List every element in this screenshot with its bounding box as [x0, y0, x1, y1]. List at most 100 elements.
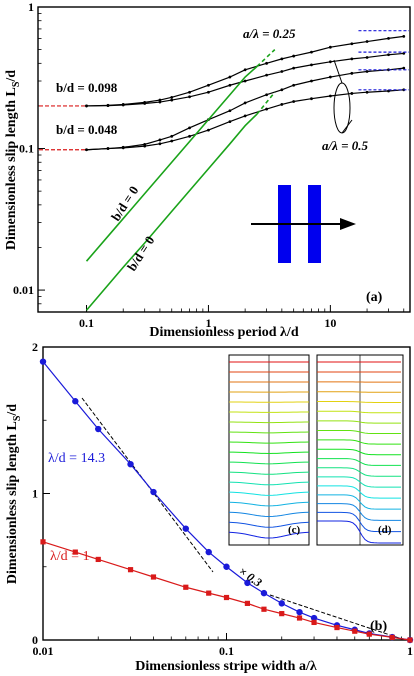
inset-c-contours — [228, 361, 310, 539]
data-point-red — [206, 590, 212, 596]
annotation-times-03: × 0.3 — [236, 564, 264, 590]
data-point-a — [328, 75, 332, 79]
inset-d-contour — [317, 458, 401, 466]
data-point-a — [228, 109, 232, 113]
y-tick-label-a: 1 — [28, 0, 34, 14]
data-point-a — [365, 70, 369, 73]
inset-d-contour — [316, 511, 401, 533]
series-dashed-a-5 — [256, 91, 276, 115]
limit-lines-a — [39, 30, 409, 151]
inset-c-contour — [228, 431, 310, 434]
stripe-schematic — [251, 185, 356, 263]
data-point-blue — [95, 425, 102, 433]
data-point-a — [280, 57, 284, 61]
data-point-a — [106, 147, 110, 150]
data-point-red — [244, 600, 251, 606]
data-point-a — [188, 126, 191, 130]
data-point-a — [228, 120, 232, 123]
x-tick-label-b: 0.1 — [219, 644, 234, 658]
x-tick-label-a: 0.1 — [79, 316, 94, 330]
inset-d-contour — [316, 520, 402, 544]
data-point-a — [143, 144, 147, 148]
data-point-a — [243, 101, 247, 105]
inset-label-d: (d) — [378, 524, 392, 536]
panel-label-b: (b) — [370, 619, 387, 634]
inset-c-contour — [228, 511, 310, 518]
inset-d-contour — [316, 503, 402, 521]
data-point-a — [188, 134, 191, 138]
data-point-a — [280, 103, 284, 106]
data-point-blue — [278, 600, 285, 607]
inset-d-contour — [317, 410, 401, 414]
data-point-a — [188, 90, 191, 94]
y-tick-label-b: 1 — [32, 487, 38, 501]
annotation-a-lambda-05: a/λ = 0.5 — [322, 138, 369, 153]
data-point-a — [310, 50, 313, 54]
series-group-b — [39, 358, 414, 644]
data-point-red — [407, 637, 413, 643]
y-tick-label-b: 2 — [32, 340, 38, 354]
data-point-red — [183, 584, 189, 590]
data-point-a — [365, 40, 369, 43]
data-point-blue — [182, 525, 189, 532]
data-point-a — [243, 68, 247, 72]
data-point-a — [387, 36, 390, 40]
inset-c-contour — [228, 421, 310, 424]
inset-c-contour — [228, 441, 310, 444]
data-point-blue — [260, 589, 268, 597]
inset-c-contour — [228, 461, 310, 465]
data-point-a — [158, 142, 162, 146]
data-point-a — [170, 95, 174, 99]
axis-ticks-b: 0.01 0.1 1 0 1 2 — [32, 340, 413, 658]
annotation-pointer-upper — [333, 59, 343, 84]
data-point-a — [265, 93, 269, 97]
data-point-blue — [310, 614, 318, 622]
data-point-blue — [223, 563, 230, 570]
data-point-a — [158, 138, 162, 142]
data-point-a — [350, 57, 354, 61]
data-point-a — [143, 102, 147, 105]
x-tick-label-a: 10 — [324, 316, 336, 330]
inset-d-contour — [316, 448, 402, 456]
data-point-red — [311, 619, 317, 626]
data-point-red — [223, 594, 230, 601]
annotation-a-lambda-025: a/λ = 0.25 — [243, 26, 296, 41]
inset-d-contours — [316, 361, 402, 544]
x-tick-label-b: 0.01 — [33, 644, 54, 658]
data-point-a — [106, 104, 110, 108]
data-point-a — [280, 70, 284, 73]
y-axis-label-a: Dimensionless slip length LS/d — [4, 70, 22, 250]
axis-ticks-a: 0.1 1 10 0.01 0.1 1 — [13, 0, 405, 330]
data-point-a — [207, 90, 210, 94]
inset-d-contour — [316, 485, 402, 499]
data-point-blue — [205, 548, 212, 556]
data-point-a — [207, 83, 210, 87]
series-line-a-5 — [85, 113, 258, 311]
y-tick-label-a: 0.01 — [13, 283, 34, 297]
inset-c-contour — [228, 491, 310, 496]
data-point-a — [188, 95, 191, 99]
data-point-red — [352, 628, 358, 634]
y-axis-label-b: Dimensionless slip length LS/d — [5, 404, 23, 584]
data-point-a — [350, 71, 354, 75]
data-point-a — [228, 83, 232, 87]
data-point-a — [402, 66, 406, 70]
data-point-blue — [150, 488, 157, 496]
data-point-a — [387, 53, 390, 57]
data-point-blue — [72, 398, 79, 405]
data-point-blue — [127, 461, 134, 468]
data-point-red — [72, 549, 78, 555]
data-point-a — [85, 148, 88, 152]
panel-label-a: (a) — [366, 290, 383, 305]
data-point-a — [310, 79, 313, 83]
y-tick-label-a: 0.1 — [19, 142, 34, 156]
x-tick-label-a: 1 — [205, 316, 211, 330]
flow-arrow-head-icon — [340, 218, 356, 230]
data-point-blue — [39, 358, 47, 365]
data-point-a — [243, 114, 247, 118]
inset-d-contour — [317, 429, 401, 435]
inset-c-contour — [228, 451, 310, 454]
inset-d-contour — [317, 401, 401, 403]
series-label-b-0-lower: b/d = 0 — [124, 233, 158, 273]
